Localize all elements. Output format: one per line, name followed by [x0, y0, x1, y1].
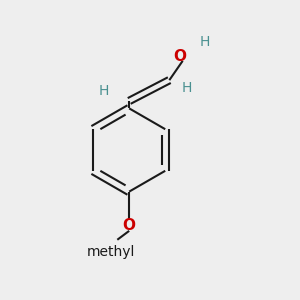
Text: O: O: [123, 218, 136, 233]
Text: methyl: methyl: [87, 245, 136, 259]
Text: O: O: [173, 49, 186, 64]
Text: H: H: [99, 84, 109, 98]
Text: H: H: [182, 81, 192, 94]
Text: H: H: [200, 35, 210, 50]
